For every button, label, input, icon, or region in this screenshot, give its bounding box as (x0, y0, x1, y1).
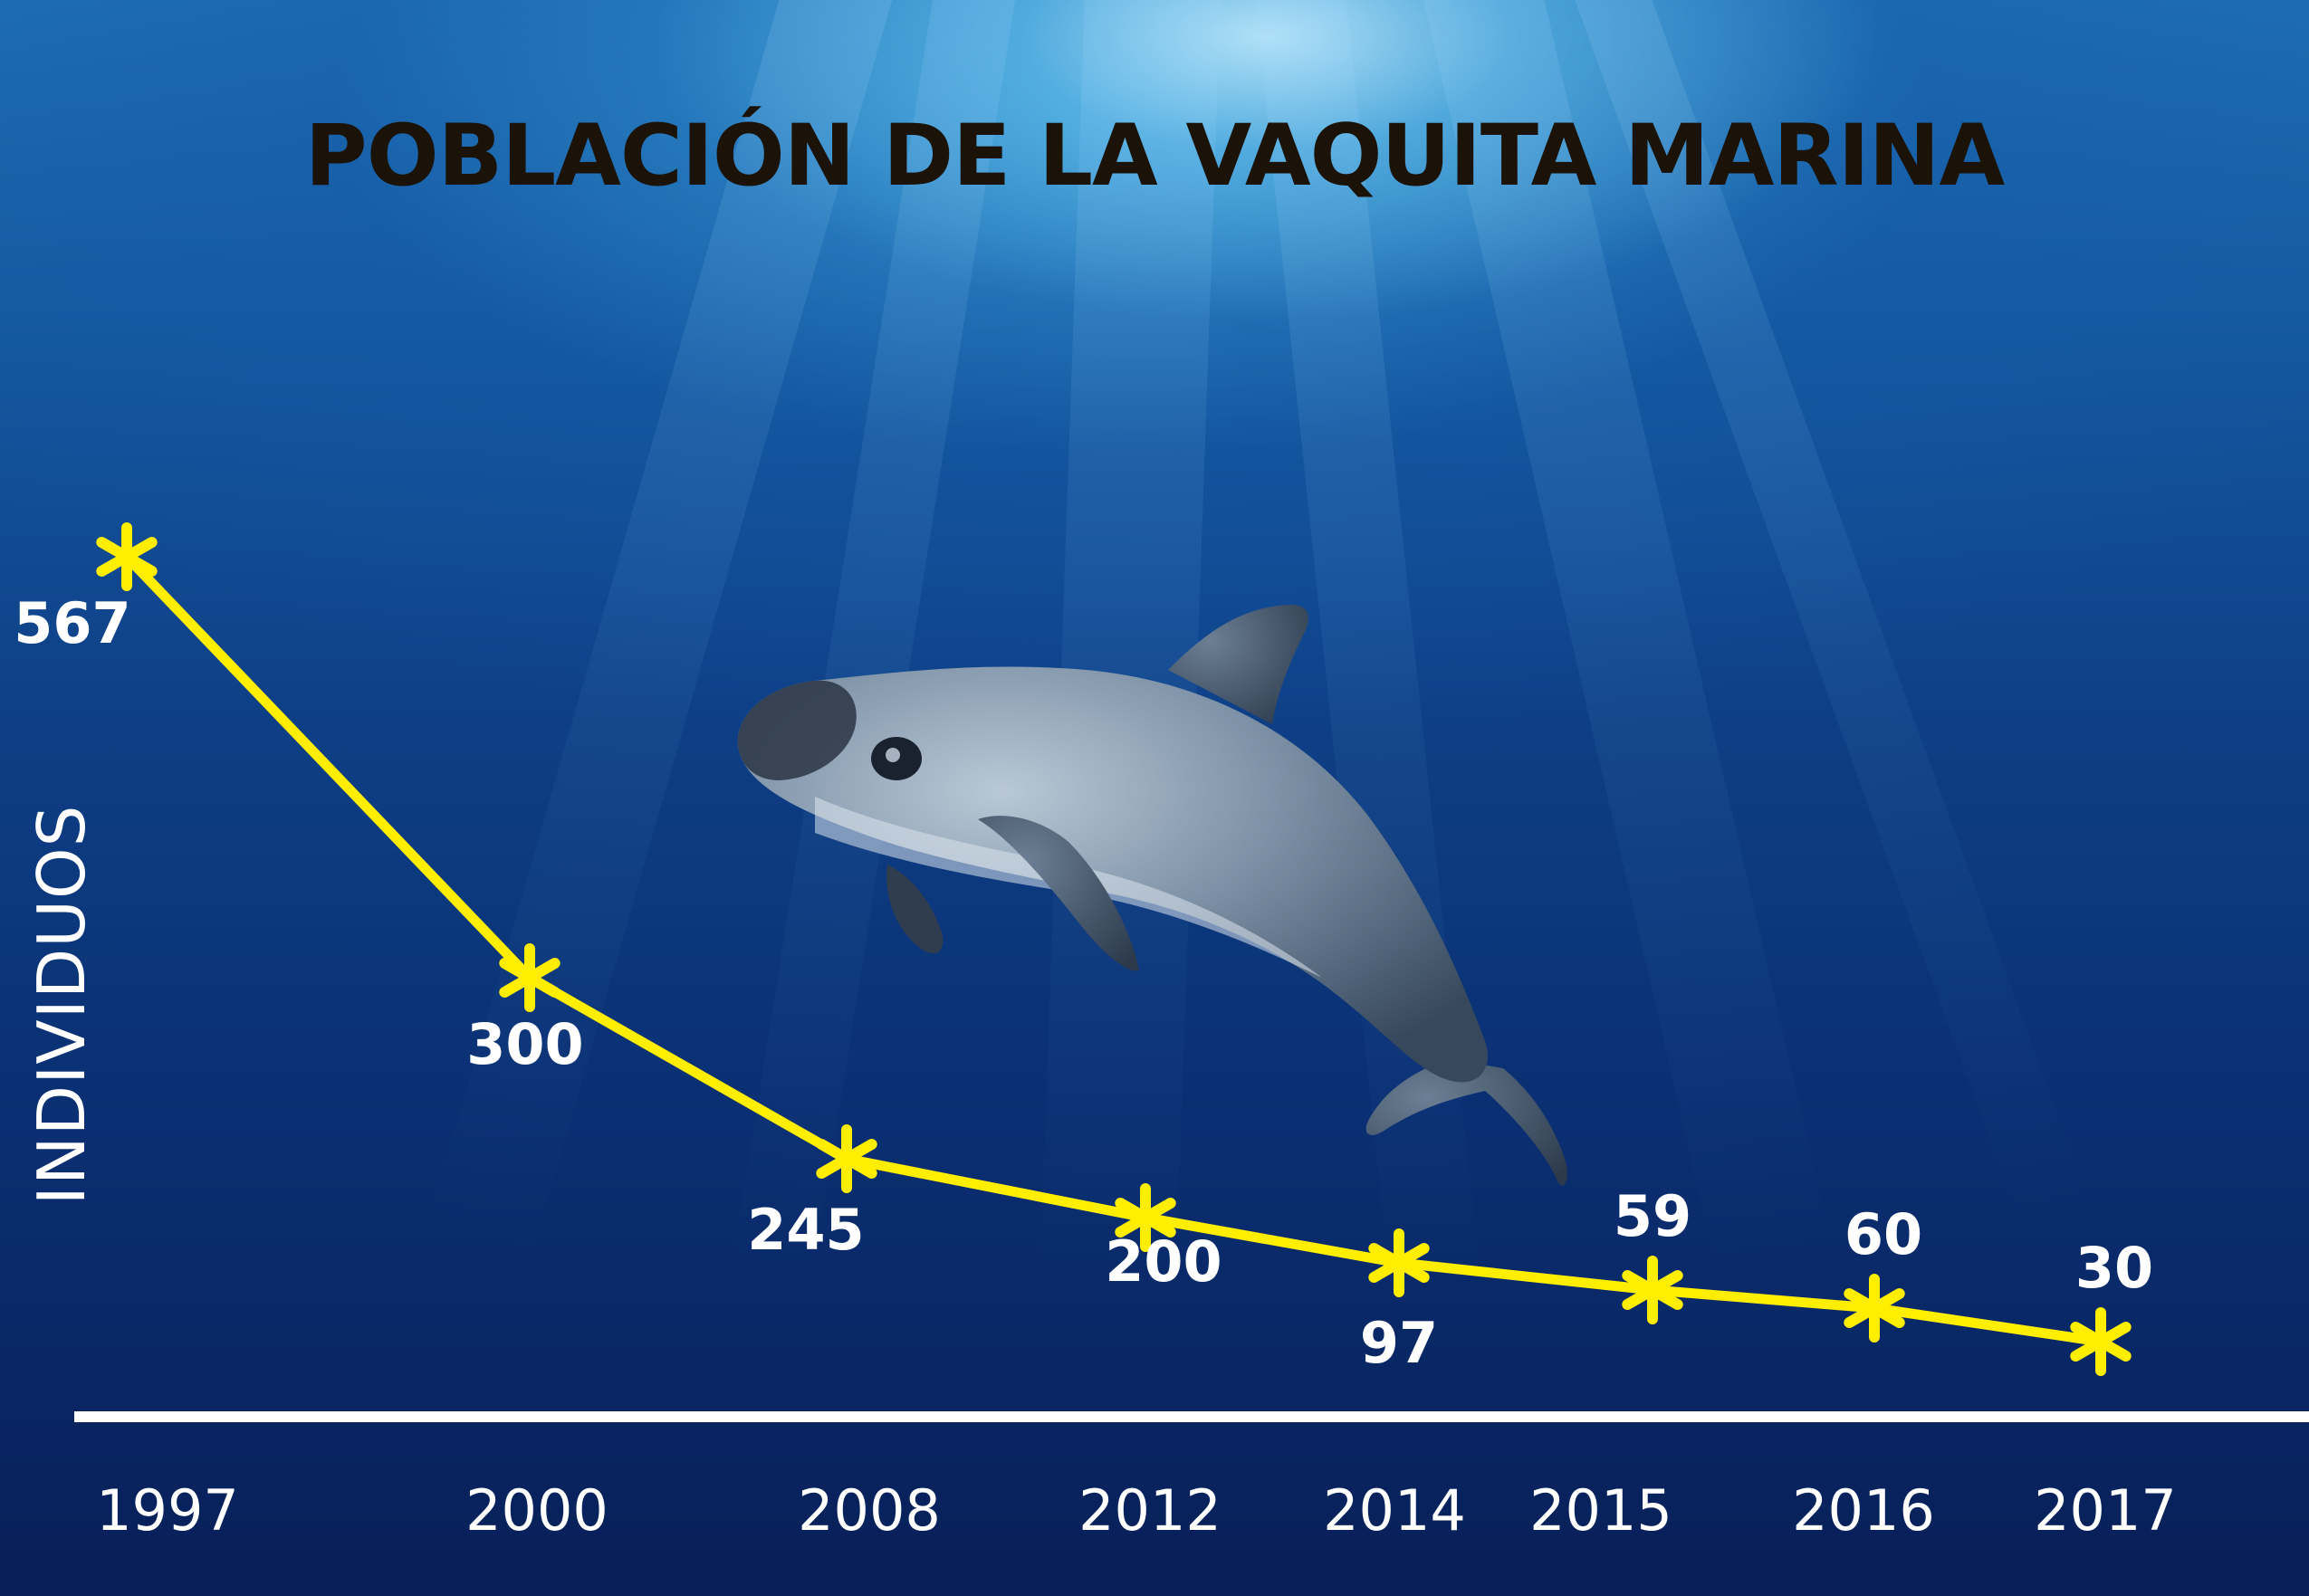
vaquita-illustration (737, 605, 1567, 1186)
data-point-marker (1368, 1228, 1430, 1297)
chart-title: POBLACIÓN DE LA VAQUITA MARINA (304, 107, 2005, 205)
x-tick-label: 2016 (1792, 1477, 1935, 1543)
x-tick-label: 2017 (2034, 1477, 2177, 1543)
data-label: 30 (2075, 1235, 2153, 1301)
chart-marks: 567 300 245 200 97 59 60 30 1997 2000 2008 2012 2014… (14, 522, 2177, 1543)
x-tick-label: 2014 (1323, 1477, 1466, 1543)
series-line (121, 551, 2106, 1347)
x-tick-label: 2012 (1078, 1477, 1222, 1543)
data-label: 245 (747, 1197, 864, 1263)
x-tick-label: 2008 (798, 1477, 941, 1543)
data-label: 200 (1105, 1228, 1222, 1295)
data-label: 60 (1844, 1201, 1922, 1267)
x-tick-label: 2015 (1529, 1477, 1672, 1543)
data-label: 567 (14, 590, 130, 656)
data-label: 59 (1614, 1183, 1691, 1249)
data-label: 300 (466, 1011, 583, 1077)
data-point-marker (1844, 1274, 1905, 1343)
data-label: 97 (1360, 1310, 1438, 1376)
data-point-marker (499, 943, 560, 1012)
y-axis-label: INDIVIDUOS (24, 804, 100, 1206)
data-point-marker (1115, 1183, 1176, 1252)
data-point-marker (1622, 1256, 1683, 1324)
data-point-marker (816, 1124, 877, 1193)
data-point-marker (96, 522, 158, 591)
x-tick-label: 2000 (465, 1477, 608, 1543)
x-tick-label: 1997 (96, 1477, 239, 1543)
data-point-marker (2070, 1307, 2132, 1376)
